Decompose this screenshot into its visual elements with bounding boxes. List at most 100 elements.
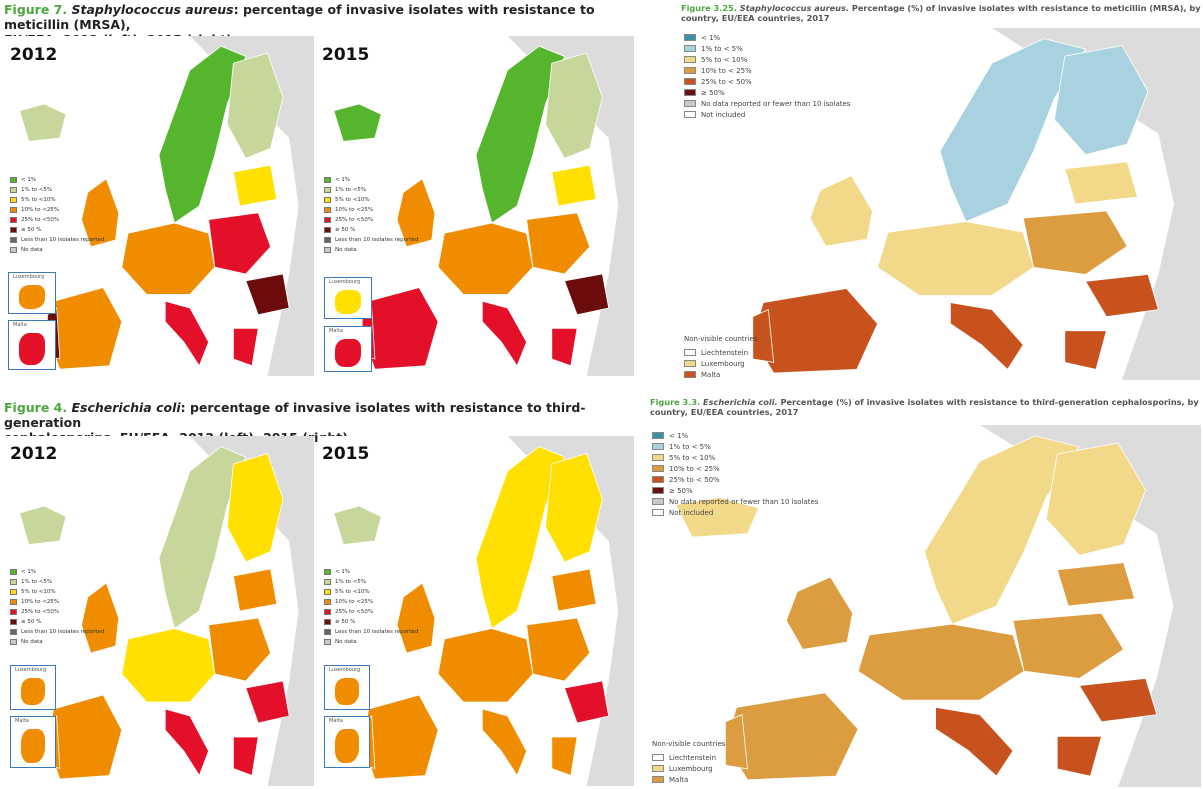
inset-label: Luxembourg — [329, 279, 361, 285]
inset-luxembourg-2012: Luxembourg — [8, 272, 56, 314]
inset-country-shape — [335, 339, 361, 367]
legend-swatch — [10, 237, 17, 243]
legend-swatch — [652, 476, 664, 483]
legend-swatch — [10, 639, 17, 645]
country-region-baltic — [551, 568, 597, 612]
country-region-iceland — [19, 505, 67, 545]
inset-malta-ecoli-2015: Malta — [324, 716, 370, 768]
fig4-year-left: 2012 — [10, 444, 58, 464]
legend-swatch — [324, 629, 331, 635]
legend-label: Liechtenstein — [669, 753, 717, 762]
nonvisible-item: Luxembourg — [684, 358, 757, 369]
inset-label: Malta — [13, 322, 27, 328]
legend-item: 1% to <5% — [324, 577, 418, 587]
country-region-south — [233, 736, 259, 777]
legend-label: Less than 10 isolates reported — [335, 237, 419, 243]
country-region-east — [526, 212, 591, 275]
inset-luxembourg-ecoli-2015: Luxembourg — [324, 665, 370, 710]
legend-item: Not included — [652, 507, 818, 518]
country-region-east — [1022, 210, 1128, 275]
legend-label: No data — [335, 247, 357, 253]
legend-swatch — [324, 589, 331, 595]
inset-country-shape — [335, 678, 359, 705]
legend-label: Not included — [701, 110, 746, 119]
legend-label: 10% to < 25% — [669, 464, 720, 473]
inset-malta-ecoli-2012: Malta — [10, 716, 56, 768]
legend-label: 5% to < 10% — [669, 453, 716, 462]
legend-item: 10% to <25% — [10, 205, 104, 215]
inset-label: Luxembourg — [329, 667, 361, 673]
fig33-label: Figure 3.3. — [650, 397, 701, 407]
legend-label: ≥ 50 % — [335, 619, 356, 625]
country-region-central — [437, 628, 534, 703]
legend-item: 1% to <5% — [324, 185, 418, 195]
legend-item: 1% to <5% — [10, 185, 104, 195]
nonvisible-mrsa-2017: Non-visible countries Liechtenstein Luxemb… — [684, 335, 757, 380]
inset-country-shape — [21, 729, 45, 763]
country-region-romania — [563, 680, 610, 724]
legend-swatch — [10, 227, 17, 233]
legend-label: 1% to < 5% — [701, 44, 743, 53]
legend-item: < 1% — [10, 567, 104, 577]
legend-swatch — [324, 599, 331, 605]
country-region-south — [233, 328, 259, 367]
legend-swatch — [652, 765, 664, 772]
country-region-central — [877, 221, 1035, 296]
inset-luxembourg-ecoli-2012: Luxembourg — [10, 665, 56, 710]
legend-swatch — [10, 197, 17, 203]
legend-swatch — [684, 111, 696, 118]
fig7-title-rest: : percentage of invasive isolates with r… — [4, 2, 595, 32]
legend-swatch — [10, 207, 17, 213]
non-eu-land — [507, 436, 634, 786]
legend-item: 5% to < 10% — [684, 54, 850, 65]
legend-label: Malta — [701, 370, 721, 379]
legend-item: Not included — [684, 109, 850, 120]
legend-label: < 1% — [335, 569, 351, 575]
legend-swatch — [684, 78, 696, 85]
legend-swatch — [684, 100, 696, 107]
legend-ecoli-2012: < 1% 1% to <5% 5% to <10% 10% to <25% 25% to… — [10, 567, 104, 647]
legend-swatch — [652, 498, 664, 505]
legend-label: 25% to <50% — [335, 609, 374, 615]
fig7-year-right: 2015 — [322, 45, 370, 65]
legend-swatch — [324, 197, 331, 203]
legend-label: ≥ 50 % — [21, 619, 42, 625]
country-region-east — [1012, 612, 1125, 679]
legend-mrsa-2015: < 1% 1% to <5% 5% to <10% 10% to <25% 25% to… — [324, 175, 418, 255]
legend-swatch — [324, 569, 331, 575]
legend-label: 1% to <5% — [21, 579, 53, 585]
fig33-organism: Escherichia coli. — [703, 397, 778, 407]
legend-label: 5% to <10% — [335, 197, 370, 203]
legend-label: 25% to < 50% — [669, 475, 720, 484]
legend-item: ≥ 50% — [652, 485, 818, 496]
fig4-organism: Escherichia coli — [71, 400, 181, 415]
legend-label: No data reported or fewer than 10 isolat… — [669, 497, 819, 506]
country-region-romania — [1084, 273, 1159, 318]
legend-item: No data — [10, 637, 104, 647]
legend-swatch — [324, 247, 331, 253]
inset-malta-2012: Malta — [8, 320, 56, 370]
legend-item: Less than 10 isolates reported — [324, 235, 418, 245]
map-mrsa-2015 — [318, 36, 634, 376]
fig33-title-rest: Percentage (%) of invasive isolates with… — [777, 397, 1199, 407]
legend-swatch — [684, 67, 696, 74]
legend-label: ≥ 50 % — [335, 227, 356, 233]
country-region-iceland — [18, 103, 67, 142]
legend-label: Malta — [669, 775, 689, 784]
legend-item: 5% to <10% — [10, 195, 104, 205]
legend-item: 25% to < 50% — [684, 76, 850, 87]
legend-swatch — [652, 754, 664, 761]
legend-label: < 1% — [21, 177, 37, 183]
legend-label: No data — [21, 639, 43, 645]
legend-label: ≥ 50% — [701, 88, 725, 97]
non-eu-land — [992, 28, 1200, 380]
legend-label: 5% to <10% — [335, 589, 370, 595]
legend-label: ≥ 50 % — [21, 227, 42, 233]
legend-swatch — [10, 177, 17, 183]
country-region-portugal — [725, 714, 748, 770]
legend-swatch — [10, 619, 17, 625]
country-region-east — [208, 212, 272, 275]
map-mrsa-2017 — [680, 28, 1200, 380]
legend-item: ≥ 50 % — [10, 617, 104, 627]
legend-label: Luxembourg — [669, 764, 713, 773]
